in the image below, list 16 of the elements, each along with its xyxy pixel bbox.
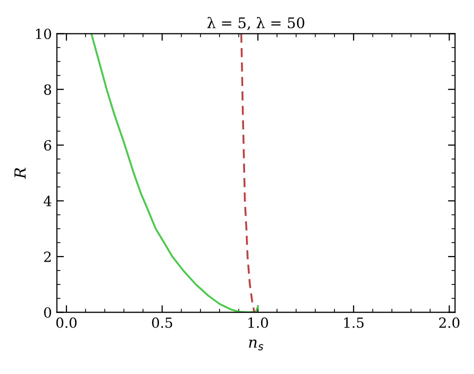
x-tick-label: 0.5 [152, 317, 172, 328]
y-tick-label: 2 [44, 252, 51, 262]
y-tick-label: 0 [44, 307, 52, 318]
x-tick-label: 0.0 [56, 317, 77, 328]
x-axis-title: n$_{s}$ [249, 340, 264, 350]
x-tick-label: 1.0 [248, 317, 268, 328]
y-tick-label: 4 [44, 196, 52, 206]
x-tick-label: 2.0 [439, 317, 460, 328]
y-tick-label: 6 [44, 140, 52, 151]
y-tick-label: 8 [44, 84, 52, 95]
y-tick-label: 10 [36, 28, 52, 40]
line-series [90, 34, 259, 312]
line-series [240, 34, 256, 312]
y-axis-title: R [14, 168, 26, 179]
x-tick-label: 1.5 [344, 317, 364, 328]
chart-title: λ = 5, λ = 50 [207, 16, 304, 30]
